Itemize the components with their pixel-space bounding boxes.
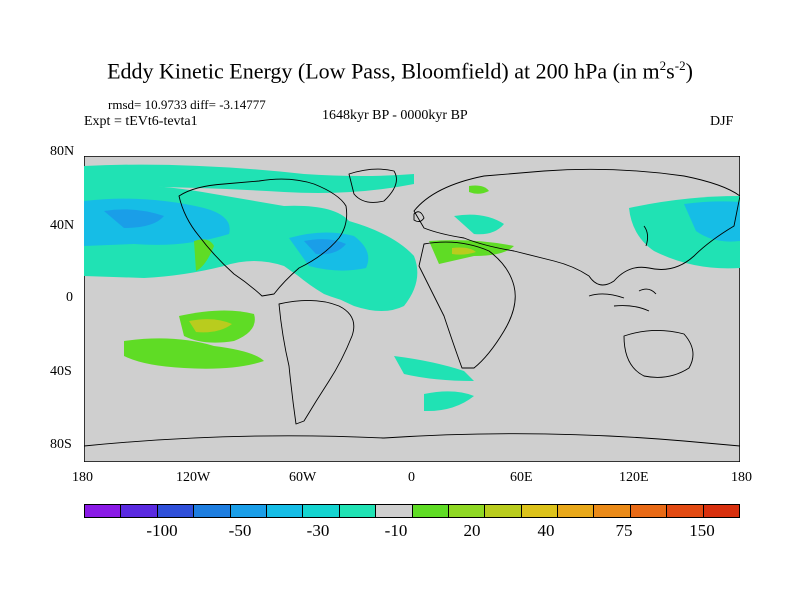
colorbar-label: -10	[384, 521, 408, 540]
season-label: DJF	[710, 114, 734, 129]
colorbar-label: 20	[463, 521, 481, 540]
lon-tick: 180	[731, 470, 752, 485]
period-label: 1648kyr BP - 0000kyr BP	[322, 108, 468, 123]
colorbar-label: 40	[537, 521, 555, 540]
colorbar-swatch	[703, 505, 740, 517]
colorbar-label: -100	[146, 521, 178, 540]
colorbar-swatch	[376, 505, 413, 517]
anomaly-peak-spacific	[189, 319, 232, 333]
eke-map	[84, 156, 740, 462]
lat-tick: 40S	[50, 364, 72, 379]
lon-tick: 60E	[510, 470, 533, 485]
colorbar-swatch	[485, 505, 522, 517]
continent-greenland	[348, 168, 397, 203]
colorbar-swatch	[448, 505, 486, 517]
anomaly-zone-nafrica2	[469, 185, 489, 194]
colorbar-swatch	[157, 505, 195, 517]
colorbar-swatch	[412, 505, 449, 517]
continent-indonesia	[588, 288, 657, 312]
colorbar-label: 75	[615, 521, 633, 540]
colorbar-label: -30	[306, 521, 330, 540]
experiment-label: Expt = tEVt6-tevta1	[84, 114, 198, 129]
lat-tick: 80S	[50, 437, 72, 452]
colorbar-swatch	[667, 505, 704, 517]
lon-tick: 0	[408, 470, 415, 485]
colorbar-swatch	[339, 505, 377, 517]
continent-britain	[413, 211, 425, 223]
colorbar-label: -50	[228, 521, 252, 540]
continent-japan	[643, 225, 649, 247]
lat-tick: 80N	[50, 144, 75, 159]
anomaly-peak-npacific	[104, 209, 164, 228]
anomaly-zone-southern	[394, 356, 474, 412]
anomaly-zone-caribbean	[194, 239, 214, 271]
lon-tick: 120E	[619, 470, 649, 485]
anomaly-zone-nafrica	[454, 214, 504, 235]
continent-antarctica	[84, 433, 740, 447]
colorbar-swatch	[266, 505, 304, 517]
stats-label: rmsd= 10.9733 diff= -3.14777	[108, 97, 266, 112]
lon-tick: 120W	[176, 470, 211, 485]
continent-south-america	[278, 300, 355, 425]
colorbar-swatch	[194, 505, 231, 517]
lon-tick: 60W	[289, 470, 317, 485]
colorbar-swatch	[85, 505, 122, 517]
continent-africa	[418, 241, 516, 369]
anomaly-core-wpacific	[684, 201, 740, 242]
colorbar-swatch	[630, 505, 668, 517]
colorbar-swatch	[594, 505, 631, 517]
lat-tick: 0	[66, 290, 73, 305]
colorbar-swatch	[230, 505, 267, 517]
colorbar-swatch	[303, 505, 340, 517]
anomaly-peak-natl	[304, 239, 346, 255]
colorbar-swatch	[521, 505, 559, 517]
lon-tick: 180	[72, 470, 93, 485]
colorbar-swatch	[121, 505, 158, 517]
anomaly-zone-arctic	[84, 164, 414, 193]
continent-australia	[623, 330, 694, 378]
continent-north-america	[178, 178, 348, 297]
colorbar	[84, 504, 740, 518]
anomaly-zone-spacific-2	[124, 338, 264, 369]
chart-title: Eddy Kinetic Energy (Low Pass, Bloomfiel…	[107, 58, 693, 84]
continent-eurasia	[413, 168, 740, 286]
lat-tick: 40N	[50, 218, 75, 233]
colorbar-swatch	[558, 505, 595, 517]
anomaly-peak-mideast	[452, 247, 476, 255]
colorbar-label: 150	[689, 521, 715, 540]
